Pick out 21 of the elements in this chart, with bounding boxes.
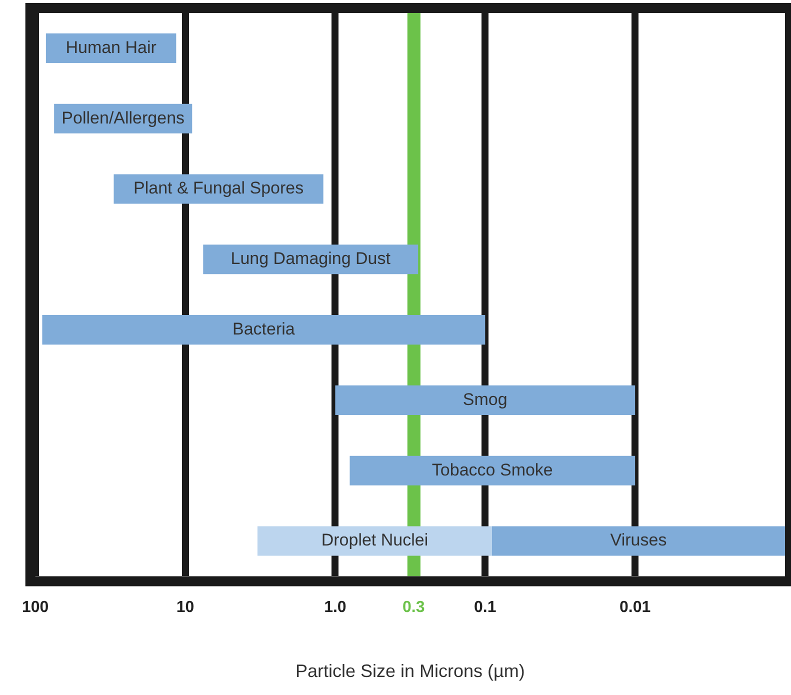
series-label: Viruses <box>610 530 667 550</box>
bar <box>335 385 636 415</box>
y-tick-label: Smog <box>462 390 508 409</box>
x-tick-label: 0.1 <box>474 599 496 616</box>
x-tick-label: 0.01 <box>620 599 651 616</box>
y-tick-label: Tobacco Smoke <box>432 460 553 480</box>
x-tick-label: 1.0 <box>324 599 346 616</box>
y-tick-label: Human Hair <box>66 38 157 57</box>
x-tick-label: 100 <box>22 599 49 616</box>
x-tick-label: 10 <box>176 599 194 616</box>
bar <box>257 526 492 556</box>
y-tick-label: Bacteria <box>232 319 296 338</box>
y-tick-label: Lung Damaging Dust <box>230 249 391 268</box>
x-axis-title: Particle Size in Microns (µm) <box>295 661 525 682</box>
x-tick-label: 0.3 <box>402 599 425 616</box>
y-tick-label: Plant & Fungal Spores <box>133 178 304 198</box>
bar <box>492 526 785 556</box>
bar <box>42 315 486 345</box>
y-tick-label: Pollen/Allergens <box>62 108 185 128</box>
series-label: Droplet Nuclei <box>321 530 428 550</box>
bar <box>350 456 636 486</box>
